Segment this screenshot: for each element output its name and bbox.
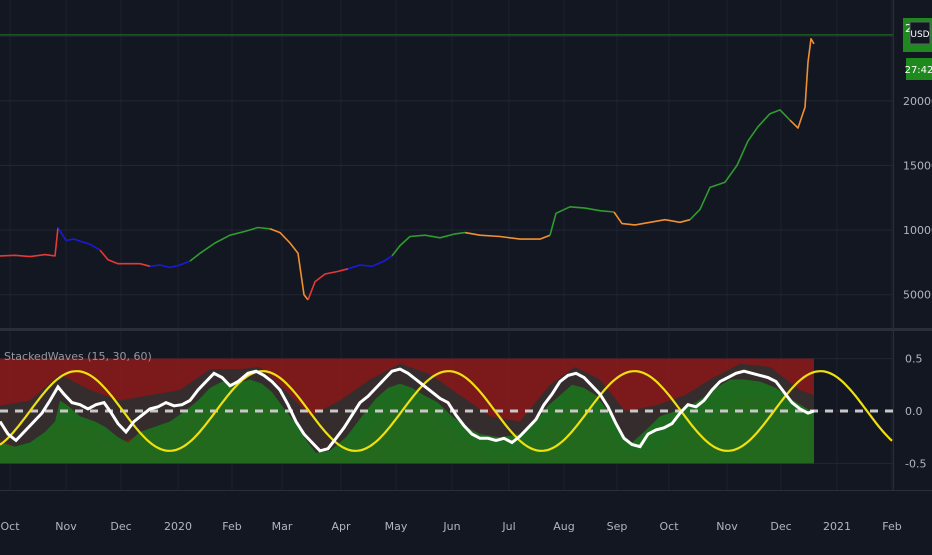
time-tick-label-13: Nov	[716, 520, 738, 533]
price-tick-label-1: 20000.0	[903, 95, 932, 108]
indicator-tick-label-0: 0.5	[905, 353, 923, 366]
time-tick-label-8: Jun	[442, 520, 460, 533]
price-tick-label-3: 10000.0	[903, 224, 932, 237]
time-tick-label-14: Dec	[770, 520, 791, 533]
indicator-tick-label-2: -0.5	[905, 457, 926, 470]
time-tick-label-2: Dec	[110, 520, 131, 533]
time-tick-label-4: Feb	[222, 520, 241, 533]
indicator-tick-label-1: 0.0	[905, 405, 923, 418]
indicator-panel[interactable]: StackedWaves (15, 30, 60)	[0, 350, 893, 463]
time-tick-label-9: Jul	[501, 520, 515, 533]
time-tick-label-1: Nov	[55, 520, 77, 533]
time-tick-label-5: Mar	[272, 520, 293, 533]
time-tick-label-15: 2021	[823, 520, 851, 533]
currency-label: USD	[910, 30, 929, 40]
countdown-text: 27:42	[905, 65, 932, 76]
time-tick-label-10: Aug	[553, 520, 574, 533]
time-tick-label-12: Oct	[659, 520, 679, 533]
indicator-label: StackedWaves (15, 30, 60)	[4, 350, 152, 363]
time-tick-label-7: May	[385, 520, 408, 533]
time-tick-label-6: Apr	[331, 520, 351, 533]
time-tick-label-11: Sep	[607, 520, 628, 533]
time-tick-label-16: Feb	[882, 520, 901, 533]
price-tick-label-2: 15000.0	[903, 159, 932, 172]
price-tick-label-4: 5000.0	[903, 289, 932, 302]
time-tick-label-3: 2020	[164, 520, 192, 533]
time-tick-label-0: Oct	[0, 520, 20, 533]
